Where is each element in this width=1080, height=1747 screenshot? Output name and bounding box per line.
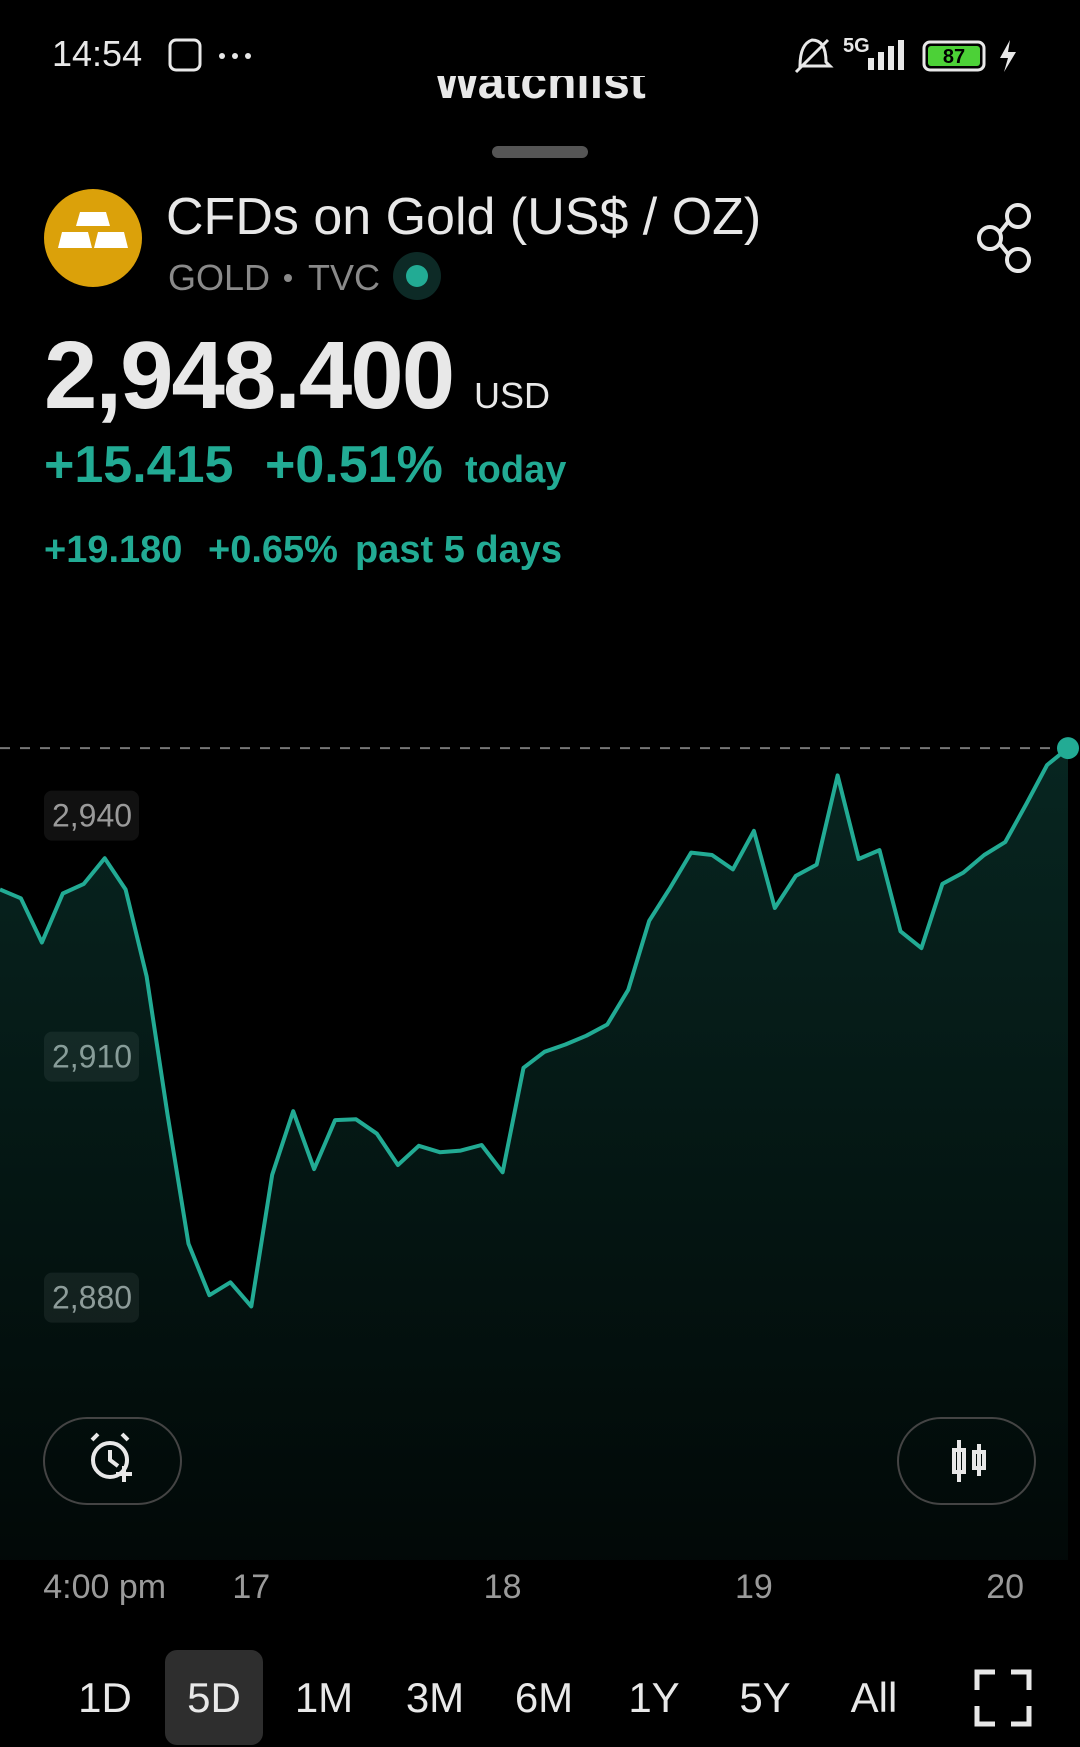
x-tick-label: 20 [986,1568,1024,1606]
last-price-dot [1057,737,1079,760]
range-tab[interactable]: 5Y [739,1674,790,1721]
fullscreen-button[interactable] [974,1669,1032,1727]
change-period: today [465,449,566,491]
status-bar [0,0,1080,76]
change-5d: +19.180 [44,529,182,571]
chart-type-button[interactable] [897,1417,1036,1505]
x-tick-label: 17 [232,1568,270,1606]
alert-button[interactable] [43,1417,182,1505]
range-tab[interactable]: 1Y [628,1674,679,1721]
range-tab[interactable]: 5D [187,1674,241,1721]
change-5d-period: past 5 days [355,529,562,571]
notification-icon [168,38,202,72]
status-time: 14:54 [52,33,142,74]
charging-icon [1000,40,1016,72]
change-5d-percent: +0.65% [208,529,338,571]
alert-icon [90,1432,132,1482]
mute-icon [794,38,834,74]
battery-icon [922,40,986,72]
share-button[interactable] [977,203,1031,273]
symbol-ticker: GOLD [168,257,270,298]
change-percent: +0.51% [265,436,443,494]
price: 2,948.400 [44,322,453,429]
separator-dot [284,274,292,282]
symbol-logo [44,189,142,287]
y-tick-bg [44,790,139,841]
price-area [0,748,1068,1560]
range-tab[interactable]: All [851,1674,898,1721]
symbol-name: CFDs on Gold (US$ / OZ) [166,188,761,246]
x-tick-label: 18 [484,1568,522,1606]
more-dot [219,53,225,59]
selected-tab-bg [165,1650,263,1745]
signal-icon [868,40,904,70]
x-tick-label: 4:00 pm [43,1568,166,1606]
price-line [0,746,1070,1309]
network-type: 5G [843,35,870,57]
battery-level [928,46,980,66]
x-tick-label: 19 [735,1568,773,1606]
range-tab[interactable]: 6M [515,1674,573,1721]
candle-icon [952,1440,986,1482]
live-indicator [406,265,428,287]
y-tick-label: 2,940 [52,798,132,834]
gold-bars-icon [58,212,128,248]
symbol-exchange: TVC [308,257,380,298]
battery-percent: 87 [943,46,965,68]
range-tabs: 1D 5D 1M 3M 6M 1Y 5Y All [78,1650,897,1745]
price-currency: USD [474,375,550,416]
change: +15.415 [44,436,233,494]
drag-handle[interactable] [492,146,588,158]
range-tab[interactable]: 1M [295,1674,353,1721]
more-dot [245,53,251,59]
range-tab[interactable]: 1D [78,1674,132,1721]
range-tab[interactable]: 3M [406,1674,464,1721]
more-dot [232,53,238,59]
